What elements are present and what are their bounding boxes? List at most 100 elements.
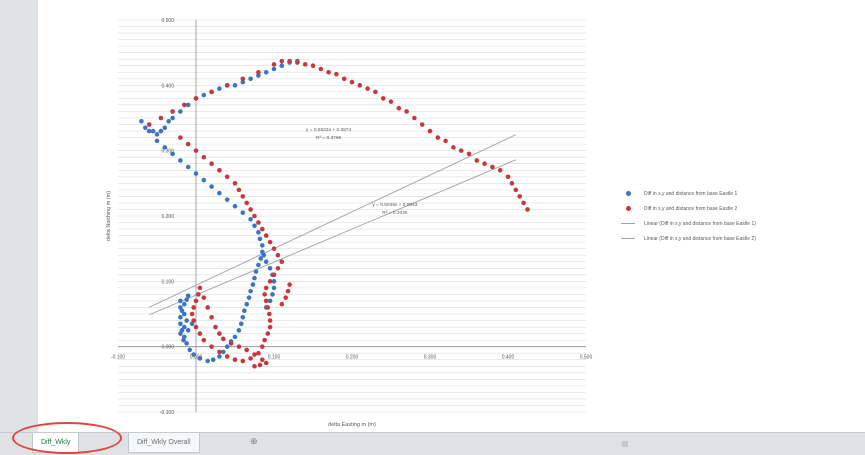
data-point-series-2 [252,363,257,369]
trendlines [148,134,517,316]
data-point-series-2 [265,331,271,336]
data-point-series-2 [240,76,246,82]
data-point-series-2 [419,122,425,127]
data-point-series-1 [252,223,257,229]
data-point-series-1 [162,125,168,131]
data-point-series-1 [240,210,246,216]
row-header-strip [0,0,38,432]
data-point-series-1 [181,337,186,343]
data-point-series-2 [497,167,503,173]
data-point-series-1 [210,357,216,363]
data-point-series-2 [193,96,199,101]
data-point-series-1 [240,79,246,85]
y-tick-label: 0.300 [161,149,174,155]
data-point-series-2 [189,311,195,317]
data-point-series-1 [260,243,265,248]
data-point-series-2 [267,311,272,317]
x-tick-label: 0.200 [346,355,359,361]
data-point-series-2 [209,314,214,320]
data-point-series-2 [509,181,515,186]
data-point-series-2 [240,194,246,199]
data-point-series-1 [201,92,207,98]
y-tick-label: 0.000 [161,345,174,351]
data-point-series-2 [443,138,448,144]
data-point-series-2 [525,207,530,212]
data-point-series-2 [232,181,238,186]
y-tick-label: 0.200 [161,214,174,220]
data-point-series-1 [178,331,183,336]
data-point-series-2 [193,324,199,330]
data-point-series-1 [217,354,222,359]
y-axis-title: delta Northing m (m) [106,191,112,241]
data-point-series-2 [193,298,199,304]
data-point-series-2 [260,226,265,232]
data-point-series-2 [252,213,257,219]
data-point-series-1 [232,334,238,340]
data-point-series-1 [146,128,152,134]
data-point-series-2 [267,324,273,330]
data-point-series-2 [236,344,242,349]
data-point-series-2 [256,69,261,75]
data-point-series-2 [257,362,263,368]
data-point-series-2 [224,174,230,180]
sheet-tab-diff-wkly-overall[interactable]: Diff_Wkly Overall [128,433,200,453]
x-tick-label: 0.100 [268,355,281,361]
data-point-series-2 [244,200,249,206]
y-tick-label: 0.400 [161,83,174,89]
data-point-series-1 [184,341,189,346]
legend-item-trend-1: Linear (Diff in x,y and distance from ba… [620,216,860,231]
data-point-series-2 [228,341,234,346]
grid-lines [118,19,586,413]
data-point-series-1 [267,265,273,271]
data-point-series-1 [256,230,261,235]
data-point-series-2 [196,292,201,297]
data-point-series-1 [178,321,183,327]
data-point-series-1 [263,259,269,265]
data-point-series-2 [263,285,269,291]
data-point-series-2 [252,352,257,357]
data-point-series-2 [217,331,222,336]
x-tick-label: -0.100 [111,355,125,361]
data-point-series-2 [302,62,308,67]
data-point-series-1 [185,102,191,108]
data-point-series-2 [388,99,394,104]
data-point-series-1 [182,324,187,330]
data-point-series-1 [150,128,156,134]
data-point-series-2 [505,174,511,180]
data-point-series-2 [271,272,277,278]
trendline-1 [148,134,517,308]
sheet-tab-bar: Diff_Wkly Diff_Wkly Overall ⊕ [0,432,865,455]
y-tick-label: 0.100 [161,279,174,285]
data-point-series-2 [267,318,273,323]
data-point-series-1 [166,118,171,124]
data-point-series-1 [224,197,230,202]
legend-item-series-1: Diff in x,y and distance from base Eastl… [620,186,860,201]
data-point-series-2 [396,105,402,111]
scrollbar-handle[interactable] [622,441,628,447]
data-point-series-1 [154,138,160,144]
add-sheet-icon[interactable]: ⊕ [250,436,258,446]
data-point-series-2 [435,135,441,140]
x-tick-label: 0.400 [502,355,515,361]
data-point-series-2 [412,115,417,121]
trend-equation: y = 0.5049x + 0.0843 [372,202,417,208]
legend-label: Linear (Diff in x,y and distance from ba… [644,235,756,242]
data-point-series-1 [185,328,191,333]
data-point-series-2 [182,102,187,108]
data-point-series-2 [474,158,480,163]
data-point-series-2 [185,141,191,147]
data-point-series-2 [287,58,292,64]
data-point-series-2 [240,358,246,364]
data-point-series-1 [185,164,191,170]
data-point-series-1 [217,86,222,91]
data-point-series-2 [365,86,370,91]
data-point-series-1 [178,109,183,114]
data-point-series-2 [265,305,271,310]
data-point-series-2 [521,200,526,206]
data-point-series-2 [197,331,203,336]
data-point-series-1 [248,76,253,82]
data-point-series-1 [236,328,242,333]
data-point-series-1 [253,269,259,274]
data-point-series-2 [248,356,253,361]
chart-legend: Diff in x,y and distance from base Eastl… [620,186,860,246]
